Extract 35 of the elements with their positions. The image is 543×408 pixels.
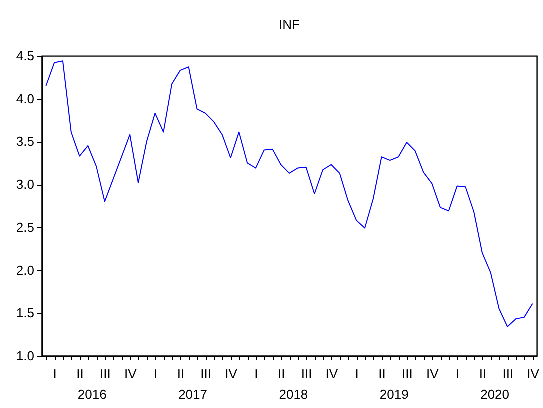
- x-tick-label: I: [53, 366, 57, 382]
- x-tick-label: II: [278, 366, 286, 382]
- x-tick-label: II: [177, 366, 185, 382]
- x-tick-label: II: [479, 366, 487, 382]
- text: 2017: [178, 387, 208, 402]
- x-tick-label: IV: [426, 366, 440, 382]
- x-tick-label: IV: [527, 366, 540, 382]
- x-tick-label: IV: [225, 366, 238, 382]
- x-tick-label: I: [154, 366, 158, 382]
- x-tick-label: III: [100, 366, 111, 382]
- x-tick-label: III: [301, 366, 312, 382]
- x-tick-label: III: [402, 366, 413, 382]
- x-tick-label: I: [254, 366, 258, 382]
- y-tick-label: 4.0: [16, 91, 34, 106]
- line-series: [46, 60, 534, 328]
- y-tick-label: 2.0: [16, 262, 34, 278]
- text: 2018: [279, 387, 308, 402]
- text: 2016: [78, 387, 107, 402]
- x-tick-label: I: [456, 366, 460, 382]
- x-tick-label: III: [200, 366, 212, 382]
- text: 2020: [480, 387, 510, 402]
- x-tick-label: I: [355, 366, 359, 382]
- y-tick-label: 3.5: [16, 134, 34, 150]
- x-tick-label: II: [378, 366, 386, 382]
- y-tick-label: 4.5: [16, 48, 34, 64]
- y-tick-label: 1.0: [16, 348, 34, 364]
- y-tick-label: 1.5: [16, 306, 34, 321]
- x-tick-label: IV: [124, 366, 138, 382]
- chart-title: INF: [279, 17, 300, 32]
- x-tick-label: II: [76, 366, 84, 382]
- x-tick-label: III: [502, 366, 514, 382]
- y-tick-label: 2.5: [16, 220, 34, 235]
- x-tick-label: IV: [326, 366, 338, 382]
- text: 2019: [380, 387, 409, 402]
- y-tick-label: 3.0: [16, 177, 34, 192]
